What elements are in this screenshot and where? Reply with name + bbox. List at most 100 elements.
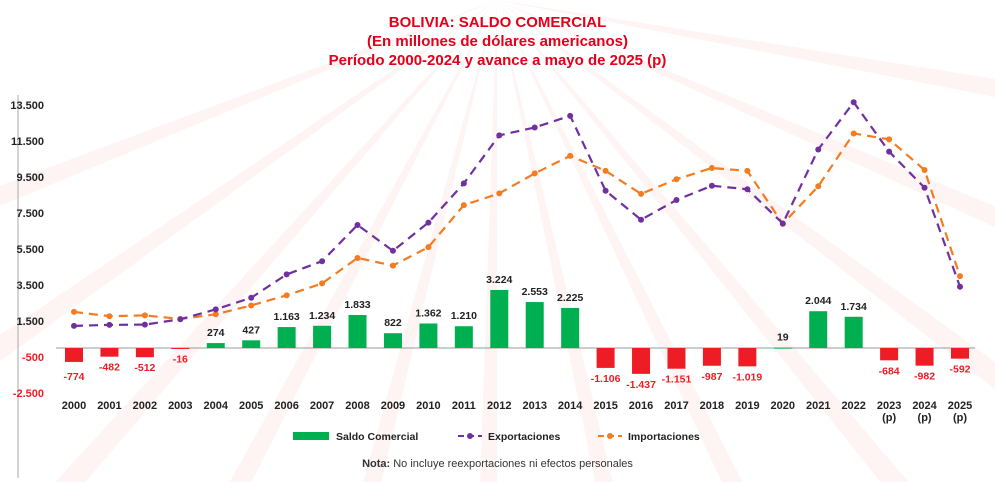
x-tick-label: 2017 <box>664 400 688 412</box>
bar-data-label: 1.234 <box>309 310 335 322</box>
chart-period: Período 2000-2024 y avance a mayo de 202… <box>328 52 667 69</box>
point-importaciones <box>248 302 255 309</box>
x-tick-label: 2000 <box>62 400 86 412</box>
y-tick-label: 13.500 <box>10 100 44 112</box>
y-tick-label: -500 <box>22 352 44 364</box>
background-ray <box>480 0 497 482</box>
bar-data-label: -1.106 <box>591 373 621 385</box>
bar-data-label: -512 <box>134 362 155 374</box>
point-importaciones <box>638 190 645 197</box>
point-exportaciones <box>708 182 715 189</box>
point-exportaciones <box>389 247 396 254</box>
point-importaciones <box>319 280 326 287</box>
bar-saldo <box>419 323 438 348</box>
point-importaciones <box>921 167 928 174</box>
bar-saldo <box>951 348 969 359</box>
point-importaciones <box>886 136 893 143</box>
bar-data-label: -774 <box>63 371 84 383</box>
x-tick-label: 2001 <box>97 400 121 412</box>
bar-data-label: -1.437 <box>626 379 656 391</box>
point-exportaciones <box>106 321 113 328</box>
bar-saldo <box>100 348 119 357</box>
background-ray <box>229 0 498 482</box>
y-tick-label: 5.500 <box>16 244 44 256</box>
bar-data-label: 3.224 <box>486 274 512 286</box>
point-importaciones <box>744 167 751 174</box>
point-importaciones <box>106 313 113 320</box>
point-importaciones <box>531 170 538 177</box>
x-tick-label: 2012 <box>487 400 511 412</box>
bar-data-label: 1.833 <box>344 299 370 311</box>
x-tick-label: 2015 <box>593 400 617 412</box>
point-exportaciones <box>248 294 255 301</box>
background-ray <box>497 0 995 97</box>
bar-data-label: 2.225 <box>557 292 583 304</box>
point-exportaciones <box>531 124 538 131</box>
point-exportaciones <box>673 196 680 203</box>
x-tick-label: 2016 <box>629 400 653 412</box>
x-tick-label: 2002 <box>133 400 157 412</box>
point-exportaciones <box>283 271 290 278</box>
bar-saldo <box>525 302 544 348</box>
x-tick-label: 2011 <box>452 400 476 412</box>
point-importaciones <box>496 190 503 197</box>
x-tick-label: 2010 <box>416 400 440 412</box>
x-tick-label: 2022 <box>841 400 865 412</box>
bar-data-label: 1.210 <box>451 310 477 322</box>
bar-saldo <box>880 348 899 361</box>
x-tick-label: 2006 <box>274 400 298 412</box>
bar-data-label: -482 <box>99 362 120 374</box>
bar-data-label: 274 <box>207 327 225 339</box>
point-exportaciones <box>141 321 148 328</box>
bar-data-label: -982 <box>914 371 935 383</box>
legend-label-exportaciones: Exportaciones <box>488 431 561 443</box>
point-importaciones <box>850 130 857 137</box>
point-exportaciones <box>71 322 77 329</box>
background-ray <box>0 0 497 206</box>
bar-saldo <box>738 348 757 367</box>
bar-data-label: 19 <box>777 332 789 344</box>
y-tick-label: 11.500 <box>11 136 44 148</box>
point-importaciones <box>425 244 432 251</box>
point-importaciones <box>957 273 963 280</box>
point-exportaciones <box>815 146 822 153</box>
background-ray <box>497 0 995 390</box>
point-importaciones <box>71 308 77 315</box>
x-tick-label: 2003 <box>168 400 192 412</box>
point-exportaciones <box>957 283 963 290</box>
point-exportaciones <box>319 258 326 265</box>
bar-data-label: 427 <box>242 324 260 336</box>
bar-saldo <box>809 311 828 348</box>
bar-data-label: 1.734 <box>841 301 867 313</box>
background-ray <box>497 0 995 228</box>
x-tick-label: 2024 <box>912 400 937 412</box>
point-exportaciones <box>496 132 503 139</box>
x-tick-label: 2018 <box>700 400 724 412</box>
note-text: No incluye reexportaciones ni efectos pe… <box>393 458 633 470</box>
point-exportaciones <box>567 112 574 119</box>
bar-saldo <box>171 348 190 349</box>
bar-saldo <box>844 316 863 348</box>
line-importaciones <box>73 132 962 321</box>
x-tick-label: 2007 <box>310 400 334 412</box>
bar-saldo <box>490 289 509 348</box>
bar-data-label: 1.362 <box>415 307 441 319</box>
bar-saldo <box>915 348 934 366</box>
legend-label-importaciones: Importaciones <box>628 431 700 443</box>
y-tick-label: 3.500 <box>16 280 44 292</box>
point-importaciones <box>602 167 609 174</box>
background-ray <box>0 0 497 362</box>
point-exportaciones <box>850 99 857 106</box>
bar-data-label: -1.019 <box>732 371 762 383</box>
legend-swatch-saldo <box>293 432 329 440</box>
bar-saldo <box>277 327 296 348</box>
bar-saldo <box>313 325 332 348</box>
bar-data-label: 2.553 <box>522 286 548 298</box>
point-importaciones <box>212 311 219 318</box>
x-tick-label: 2009 <box>381 400 405 412</box>
point-importaciones <box>815 183 822 190</box>
point-exportaciones <box>177 316 184 323</box>
bar-data-label: -684 <box>879 365 900 377</box>
